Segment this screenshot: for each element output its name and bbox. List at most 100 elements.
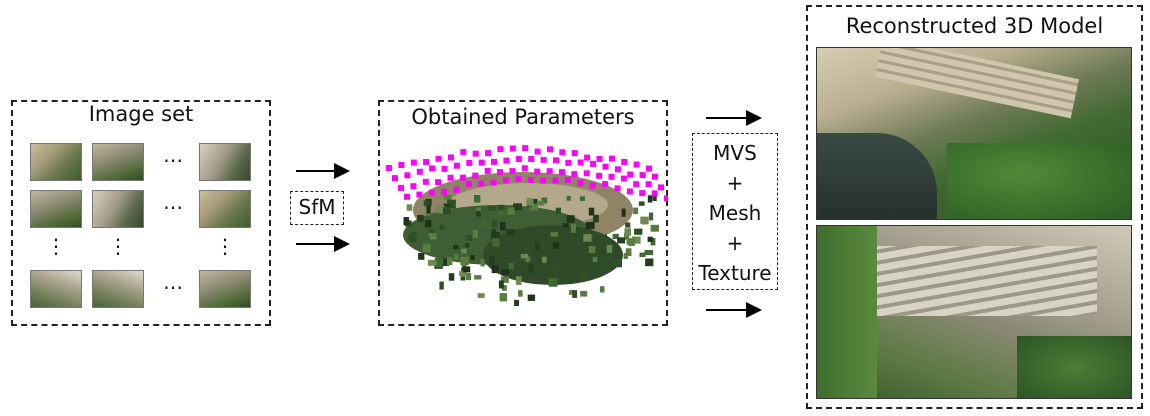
arrow-right [296,163,350,179]
point-cube [650,238,656,246]
point-cube [501,269,510,275]
point-cube [628,238,635,246]
camera-marker [596,172,603,179]
point-cube [430,235,437,240]
mvs-step-plus: + [726,171,744,195]
camera-marker [614,185,621,192]
point-cube [520,253,529,259]
point-cube [621,208,626,217]
camera-marker [614,166,621,173]
camera-marker [534,148,541,155]
point-cube [461,248,467,254]
camera-marker [521,165,528,172]
camera-marker [416,168,423,175]
camera-marker [460,149,467,156]
camera-marker [577,159,584,166]
point-cube [489,256,495,265]
camera-marker [485,150,491,157]
point-cube [426,206,431,214]
camera-marker [416,191,423,198]
camera-marker [633,161,640,168]
camera-marker [478,159,485,166]
point-cube [644,250,654,256]
point-cube [428,233,437,238]
image-thumbnail [30,190,82,228]
point-cube [410,231,417,239]
mvs-step-mesh: Mesh [708,201,762,225]
point-cube [603,264,612,272]
point-cube [542,256,547,263]
point-cube [541,197,548,204]
camera-marker [602,163,609,170]
camera-marker [527,177,534,183]
point-cube [526,198,534,206]
point-cube [588,245,596,253]
camera-marker [608,173,615,180]
parameters-panel [378,100,668,326]
model-render-bottom [816,225,1132,399]
image-thumbnail [199,143,251,181]
image-thumbnail [30,143,82,181]
camera-marker [497,146,504,153]
point-cube [418,253,425,260]
camera-marker [540,156,547,163]
camera-marker [441,188,448,195]
camera-marker [639,190,646,197]
point-cube [566,195,571,201]
camera-marker [459,174,466,181]
camera-marker [392,175,398,182]
camera-marker [404,172,411,179]
point-cube [460,256,469,266]
arrow-right [296,236,350,252]
mvs-step-mvs: MVS [713,141,757,165]
camera-marker [559,149,566,156]
point-cube [528,264,533,273]
point-cube [600,259,606,267]
point-cube [585,221,595,230]
camera-marker [515,156,522,162]
point-cube [583,234,592,242]
point-cube [498,280,504,289]
point-cube [480,259,485,267]
point-cube [476,211,481,217]
point-cloud-cubes [403,195,659,306]
camera-marker [589,182,596,189]
camera-marker [565,159,572,166]
point-cube [592,257,598,263]
camera-marker [428,189,435,196]
point-cube [446,257,453,266]
camera-marker [465,180,472,187]
point-cube [444,195,452,200]
camera-marker [472,172,479,179]
point-cube [652,195,657,201]
image-set-title: Image set [88,102,194,126]
camera-marker [478,180,485,187]
point-cube [491,265,499,274]
point-cube [640,216,649,224]
parameters-title: Obtained Parameters [411,105,635,129]
point-cube [538,200,545,206]
point-cube [631,236,641,244]
point-cube [459,271,467,276]
point-cube [515,276,522,285]
point-cube [463,266,471,273]
point-cube [470,254,475,260]
camera-marker [664,195,668,202]
point-cube [529,203,538,211]
mvs-step-texture: Texture [698,261,772,285]
point-cube [492,238,500,247]
image-thumbnail [92,270,144,308]
vertical-ellipsis: ⋮ [46,234,66,258]
point-cube [612,233,619,240]
point-cube [599,286,605,293]
arrow-right [706,110,762,126]
camera-marker [410,159,417,166]
mvs-mesh-texture-box [692,133,778,290]
camera-marker [596,155,603,162]
point-cube [569,289,574,295]
point-cube [549,266,557,271]
camera-marker [515,176,522,182]
point-cube [593,214,599,223]
camera-marker [453,162,460,169]
point-cube [477,293,485,298]
